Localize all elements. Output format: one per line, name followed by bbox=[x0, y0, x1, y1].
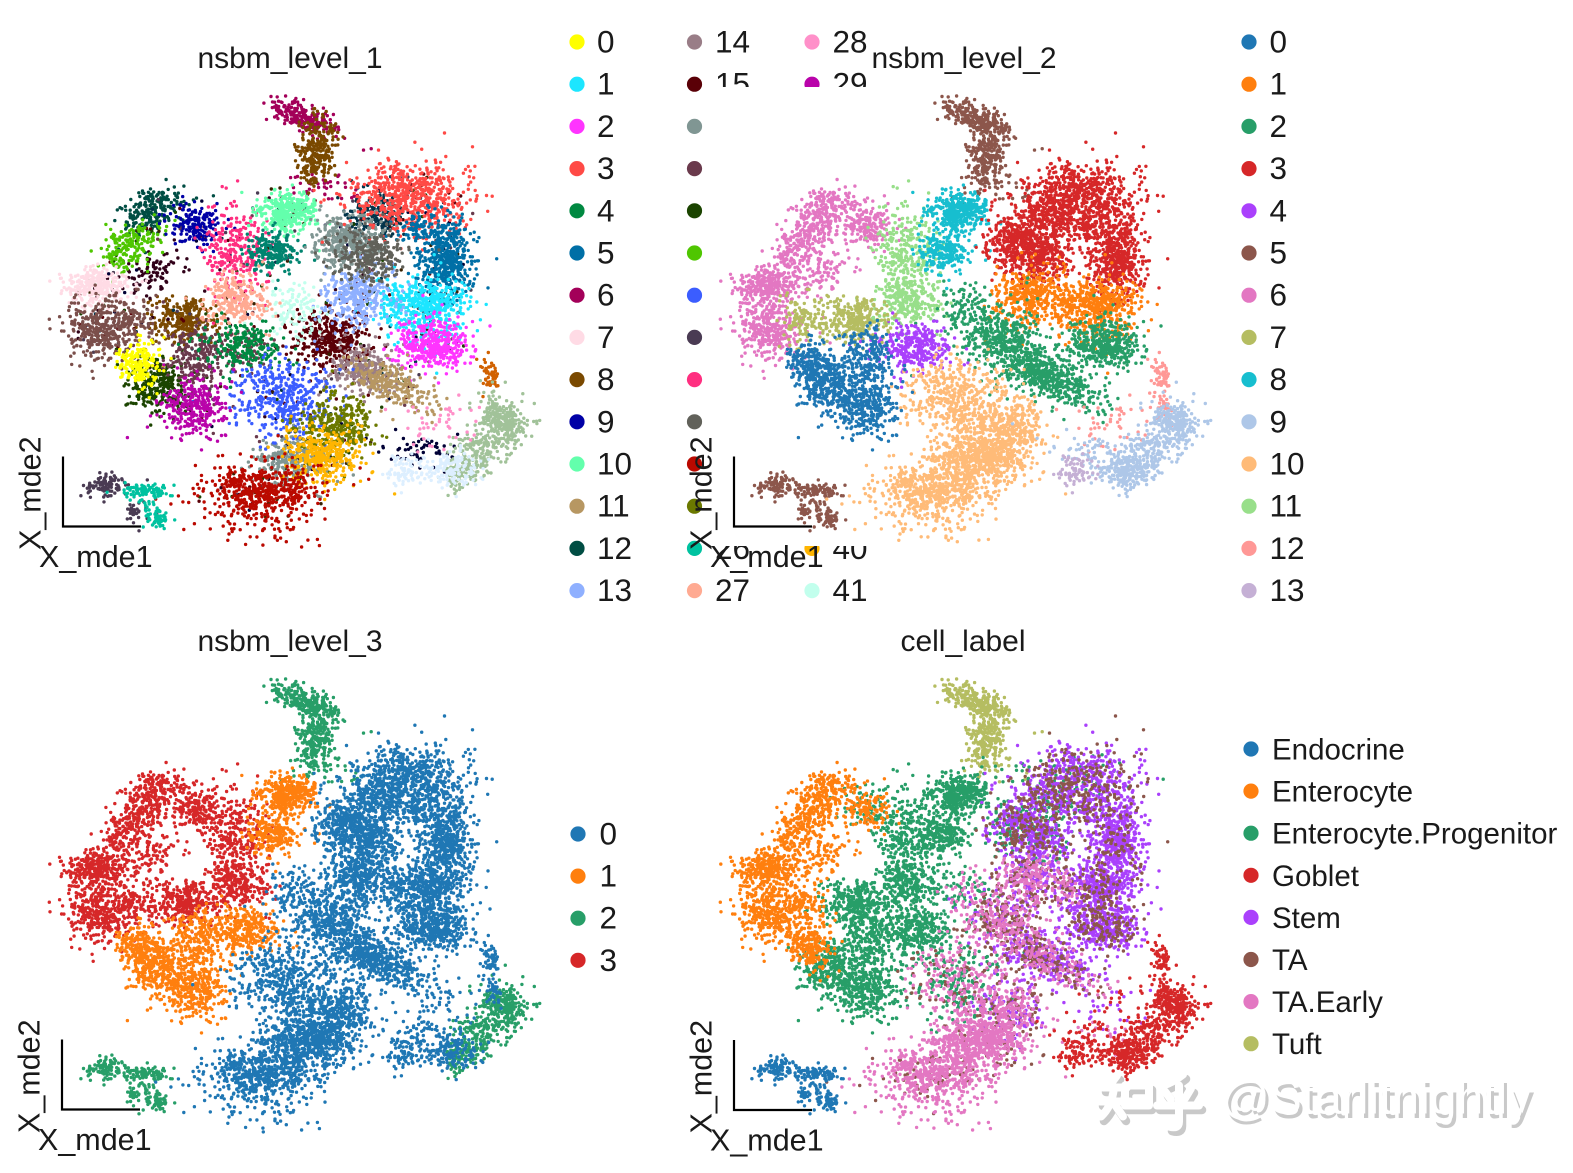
svg-text:6: 6 bbox=[597, 277, 615, 313]
svg-text:27: 27 bbox=[715, 572, 750, 608]
svg-text:28: 28 bbox=[833, 24, 868, 60]
svg-text:11: 11 bbox=[1270, 488, 1303, 524]
svg-text:0: 0 bbox=[597, 24, 615, 60]
svg-text:TA: TA bbox=[1272, 944, 1308, 977]
svg-text:7: 7 bbox=[1270, 319, 1288, 355]
svg-text:X_mde2: X_mde2 bbox=[685, 436, 719, 550]
svg-text:10: 10 bbox=[1270, 446, 1305, 482]
svg-text:0: 0 bbox=[1270, 24, 1288, 60]
svg-text:5: 5 bbox=[597, 235, 615, 271]
svg-text:13: 13 bbox=[597, 572, 632, 608]
svg-text:X_mde1: X_mde1 bbox=[39, 540, 153, 574]
svg-text:2: 2 bbox=[1270, 108, 1288, 144]
svg-text:Tuft: Tuft bbox=[1272, 1028, 1322, 1061]
svg-text:41: 41 bbox=[833, 572, 868, 608]
svg-text:7: 7 bbox=[597, 319, 615, 355]
svg-text:9: 9 bbox=[1270, 403, 1288, 439]
svg-text:Enterocyte.Progenitor: Enterocyte.Progenitor bbox=[1272, 818, 1557, 851]
svg-text:X_mde2: X_mde2 bbox=[685, 1020, 719, 1134]
svg-text:@Starlitnightly: @Starlitnightly bbox=[1221, 1072, 1531, 1125]
svg-text:TA.Early: TA.Early bbox=[1272, 986, 1383, 1019]
svg-text:1: 1 bbox=[597, 66, 615, 102]
svg-text:3: 3 bbox=[1270, 150, 1288, 186]
svg-text:cell_label: cell_label bbox=[900, 625, 1025, 658]
svg-text:14: 14 bbox=[715, 24, 750, 60]
svg-text:2: 2 bbox=[597, 108, 615, 144]
svg-text:8: 8 bbox=[1270, 361, 1288, 397]
svg-text:5: 5 bbox=[1270, 235, 1288, 271]
svg-text:2: 2 bbox=[600, 900, 618, 936]
svg-text:6: 6 bbox=[1270, 277, 1288, 313]
svg-text:Endocrine: Endocrine bbox=[1272, 734, 1405, 767]
svg-text:Enterocyte: Enterocyte bbox=[1272, 776, 1413, 809]
svg-text:Goblet: Goblet bbox=[1272, 860, 1359, 893]
svg-text:X_mde2: X_mde2 bbox=[14, 436, 48, 550]
svg-text:3: 3 bbox=[600, 942, 618, 978]
svg-text:12: 12 bbox=[1270, 530, 1305, 566]
svg-text:9: 9 bbox=[597, 403, 615, 439]
svg-text:3: 3 bbox=[597, 150, 615, 186]
svg-text:X_mde2: X_mde2 bbox=[13, 1019, 47, 1133]
svg-text:0: 0 bbox=[600, 816, 618, 852]
svg-text:@Starlitnightly: @Starlitnightly bbox=[1224, 1076, 1534, 1129]
svg-text:4: 4 bbox=[1270, 192, 1288, 228]
svg-text:8: 8 bbox=[597, 361, 615, 397]
svg-text:1: 1 bbox=[1270, 66, 1288, 102]
svg-text:12: 12 bbox=[597, 530, 632, 566]
svg-text:4: 4 bbox=[597, 192, 615, 228]
svg-text:Stem: Stem bbox=[1272, 902, 1341, 935]
svg-text:X_mde1: X_mde1 bbox=[710, 1124, 824, 1158]
svg-text:nsbm_level_2: nsbm_level_2 bbox=[871, 42, 1056, 75]
svg-text:nsbm_level_3: nsbm_level_3 bbox=[197, 625, 382, 658]
svg-text:X_mde1: X_mde1 bbox=[38, 1123, 152, 1157]
svg-text:X_mde1: X_mde1 bbox=[710, 540, 824, 574]
svg-text:nsbm_level_1: nsbm_level_1 bbox=[197, 42, 382, 75]
svg-text:11: 11 bbox=[597, 488, 630, 524]
svg-text:10: 10 bbox=[597, 446, 632, 482]
svg-text:13: 13 bbox=[1270, 572, 1305, 608]
svg-text:1: 1 bbox=[600, 858, 618, 894]
